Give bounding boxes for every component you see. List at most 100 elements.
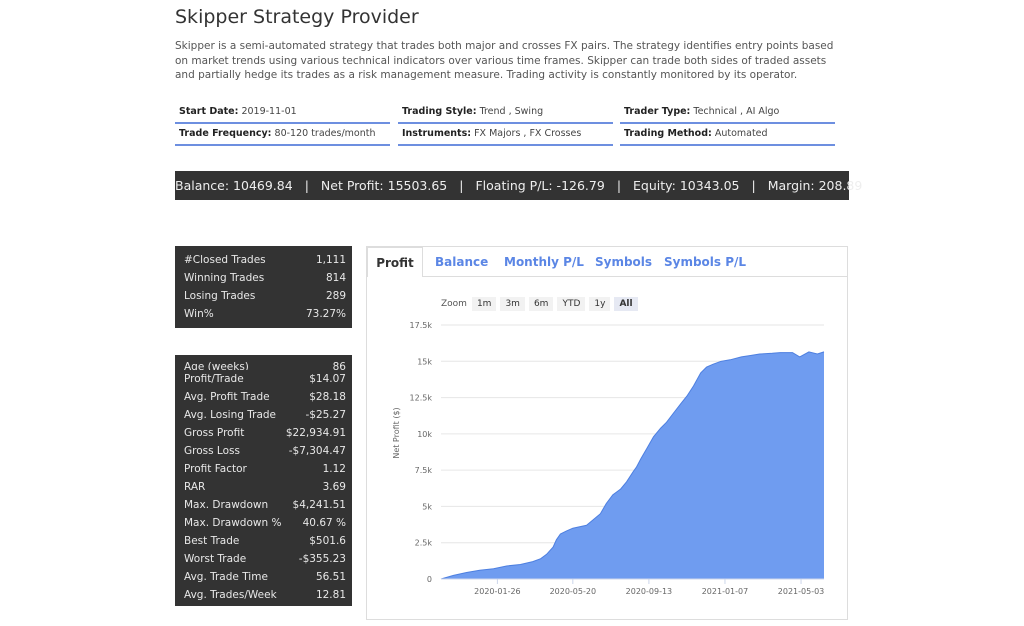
row-value: $501.6 (309, 535, 346, 547)
row-value: 289 (325, 290, 346, 302)
row-label: Age (weeks) (184, 361, 249, 370)
tab-symbols[interactable]: Symbols (595, 255, 653, 269)
metrics-row: Profit/Trade $14.07 (175, 370, 352, 388)
zoom-1y-button[interactable]: 1y (589, 297, 611, 311)
y-axis-ticks: 0 2.5k 5k 7.5k 10k 12.5k 15k 17.5k (410, 321, 433, 584)
x-tick-label: 2020-05-20 (550, 587, 597, 596)
metrics-partial-clip: Age (weeks) 86 (175, 355, 352, 370)
y-tick-label: 10k (417, 430, 432, 439)
profit-area-chart: 0 2.5k 5k 7.5k 10k 12.5k 15k 17.5k 2020-01-26 20… (392, 321, 825, 596)
y-tick-label: 17.5k (410, 321, 433, 330)
trades-row: #Closed Trades 1,111 (175, 251, 352, 269)
row-value: -$7,304.47 (288, 445, 346, 457)
info-start-date: Start Date: 2019-11-01 (175, 102, 390, 124)
zoom-controls: Zoom 1m 3m 6m YTD 1y All (441, 297, 642, 311)
info-label: Trading Style: (402, 106, 477, 117)
info-instruments: Instruments: FX Majors , FX Crosses (398, 124, 613, 146)
row-label: Best Trade (184, 535, 240, 547)
row-label: Win% (184, 308, 214, 320)
row-value: 3.69 (322, 481, 346, 493)
row-label: Winning Trades (184, 272, 265, 284)
info-value: 80-120 trades/month (274, 128, 376, 139)
chart-panel: Profit Balance Monthly P/L Symbols Symbo… (366, 246, 848, 620)
row-label: Gross Profit (184, 427, 245, 439)
row-label: Avg. Profit Trade (184, 391, 270, 403)
stat-separator: | (751, 178, 756, 193)
row-value: 86 (332, 361, 346, 370)
x-tick-label: 2020-01-26 (474, 587, 521, 596)
row-value: $4,241.51 (292, 499, 346, 511)
info-column-3: Trader Type: Technical , AI Algo Trading… (620, 102, 835, 146)
metrics-row: Avg. Trade Time 56.51 (175, 568, 352, 586)
row-label: Max. Drawdown (184, 499, 269, 511)
row-value: 40.67 % (302, 517, 346, 529)
row-label: Avg. Trade Time (184, 571, 268, 583)
balance-stat: Balance: 10469.84 (175, 178, 293, 193)
row-label: Avg. Losing Trade (184, 409, 277, 421)
info-label: Trader Type: (624, 106, 691, 117)
y-tick-label: 5k (422, 502, 432, 511)
tab-profit[interactable]: Profit (367, 247, 423, 277)
zoom-1m-button[interactable]: 1m (471, 297, 497, 311)
tab-symbols-pl[interactable]: Symbols P/L (664, 255, 747, 269)
info-label: Start Date: (179, 106, 239, 117)
info-value: Trend , Swing (479, 106, 544, 117)
metrics-panel: Age (weeks) 86 Profit/Trade $14.07 Avg. Pr… (175, 355, 352, 606)
row-value: 56.51 (315, 571, 346, 583)
info-trading-style: Trading Style: Trend , Swing (398, 102, 613, 124)
trades-summary-panel: #Closed Trades 1,111 Winning Trades 814 Lo… (175, 246, 352, 328)
row-label: Max. Drawdown % (184, 517, 282, 529)
zoom-all-button[interactable]: All (614, 297, 638, 311)
info-trader-type: Trader Type: Technical , AI Algo (620, 102, 835, 124)
tab-monthly-pl[interactable]: Monthly P/L (504, 255, 584, 269)
metrics-row: RAR 3.69 (175, 478, 352, 496)
page-title: Skipper Strategy Provider (175, 6, 419, 28)
y-tick-label: 12.5k (410, 394, 433, 403)
stat-separator: | (459, 178, 464, 193)
tabs-divider (367, 276, 847, 277)
row-value: 814 (325, 272, 346, 284)
row-value: $28.18 (309, 391, 346, 403)
profit-line (440, 351, 825, 580)
y-tick-label: 2.5k (415, 539, 433, 548)
account-stats-bar: Balance: 10469.84 | Net Profit: 15503.65 | F… (175, 171, 862, 200)
x-tick-label: 2021-05-03 (778, 587, 825, 596)
row-label: Losing Trades (184, 290, 256, 302)
margin-stat: Margin: 208.89 (767, 178, 863, 193)
row-label: Worst Trade (184, 553, 247, 565)
row-value: $14.07 (309, 373, 346, 385)
row-value: -$355.23 (298, 553, 346, 565)
row-label: Profit Factor (184, 463, 247, 475)
zoom-label: Zoom (441, 299, 467, 309)
y-tick-label: 15k (417, 357, 432, 366)
net-profit-stat: Net Profit: 15503.65 (320, 178, 448, 193)
row-value: 1.12 (322, 463, 346, 475)
zoom-3m-button[interactable]: 3m (500, 297, 525, 311)
y-tick-label: 0 (427, 575, 432, 584)
row-label: Profit/Trade (184, 373, 244, 385)
row-label: RAR (184, 481, 206, 493)
zoom-6m-button[interactable]: 6m (528, 297, 554, 311)
info-value: Technical , AI Algo (693, 106, 780, 117)
trades-row: Losing Trades 289 (175, 287, 352, 305)
row-value: 12.81 (315, 589, 346, 601)
tab-balance[interactable]: Balance (435, 255, 489, 269)
row-label: Avg. Trades/Week (184, 589, 277, 601)
zoom-ytd-button[interactable]: YTD (557, 297, 586, 311)
metrics-row: Profit Factor 1.12 (175, 460, 352, 478)
y-tick-label: 7.5k (415, 466, 433, 475)
equity-stat: Equity: 10343.05 (633, 178, 740, 193)
metrics-row: Worst Trade -$355.23 (175, 550, 352, 568)
row-value: -$25.27 (305, 409, 346, 421)
info-trade-frequency: Trade Frequency: 80-120 trades/month (175, 124, 390, 146)
info-value: FX Majors , FX Crosses (474, 128, 582, 139)
row-label: Gross Loss (184, 445, 240, 457)
profit-area (441, 351, 824, 579)
metrics-row: Avg. Profit Trade $28.18 (175, 388, 352, 406)
strategy-description: Skipper is a semi-automated strategy tha… (175, 40, 834, 81)
floating-pl-stat: Floating P/L: -126.79 (475, 178, 605, 193)
metrics-row: Avg. Trades/Week 12.81 (175, 586, 352, 604)
row-label: #Closed Trades (184, 254, 266, 266)
info-trading-method: Trading Method: Automated (620, 124, 835, 146)
x-axis-ticks: 2020-01-26 2020-05-20 2020-09-13 2021-01-07… (441, 578, 825, 596)
